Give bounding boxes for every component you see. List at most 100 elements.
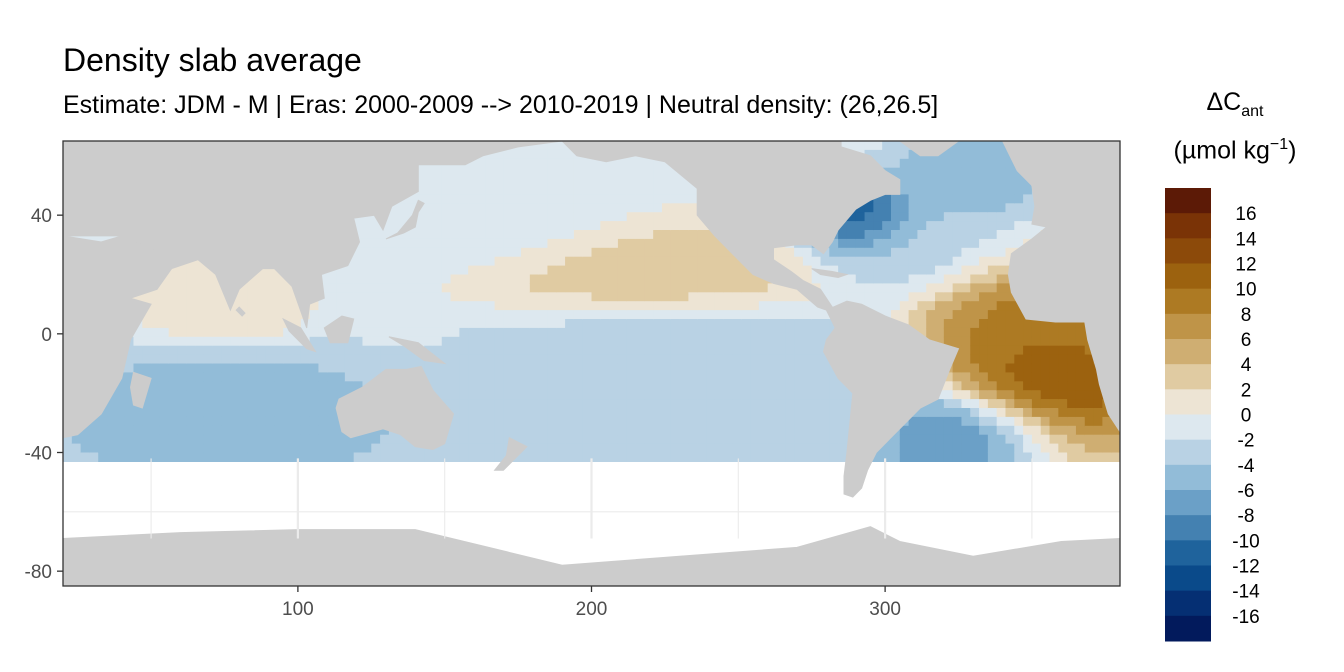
y-tick-label: 40 xyxy=(31,206,52,227)
heatmap-cell xyxy=(1075,452,1086,462)
heatmap-cell xyxy=(899,310,910,320)
heatmap-cell xyxy=(318,327,328,338)
heatmap-cell xyxy=(890,194,901,204)
heatmap-cell xyxy=(688,238,698,249)
heatmap-cell xyxy=(1084,390,1095,400)
heatmap-cell xyxy=(503,167,513,178)
heatmap-cell xyxy=(476,363,487,373)
heatmap-cell xyxy=(565,408,575,418)
heatmap-cell xyxy=(256,408,267,418)
heatmap-cell xyxy=(371,221,381,231)
heatmap-cell xyxy=(670,381,681,391)
heatmap-cell xyxy=(582,336,593,347)
heatmap-cell xyxy=(336,425,346,436)
heatmap-cell xyxy=(371,434,381,445)
heatmap-cell xyxy=(732,292,742,302)
heatmap-cell xyxy=(943,158,954,169)
heatmap-cell xyxy=(987,194,998,204)
heatmap-cell xyxy=(151,408,161,418)
heatmap-cell xyxy=(212,390,223,400)
heatmap-cell xyxy=(661,408,672,418)
heatmap-cell xyxy=(195,274,205,284)
heatmap-cell xyxy=(697,408,707,418)
heatmap-cell xyxy=(591,301,601,311)
heatmap-cell xyxy=(512,230,522,240)
heatmap-cell xyxy=(476,327,487,338)
heatmap-cell xyxy=(1058,390,1068,400)
heatmap-cell xyxy=(802,372,813,382)
heatmap-cell xyxy=(882,301,892,311)
heatmap-cell xyxy=(591,185,601,195)
heatmap-cell xyxy=(485,345,496,356)
heatmap-cell xyxy=(1075,390,1086,400)
heatmap-cell xyxy=(609,345,619,356)
heatmap-cell xyxy=(670,443,681,454)
heatmap-cell xyxy=(1023,203,1033,213)
heatmap-cell xyxy=(890,265,901,276)
heatmap-cell xyxy=(767,327,778,338)
heatmap-cell xyxy=(265,416,275,427)
heatmap-cell xyxy=(943,292,954,302)
heatmap-cell xyxy=(424,363,434,373)
heatmap-cell xyxy=(873,221,883,231)
heatmap-cell xyxy=(1049,452,1059,462)
heatmap-cell xyxy=(979,185,989,195)
heatmap-cell xyxy=(388,319,399,329)
heatmap-cell xyxy=(309,327,320,338)
heatmap-cell xyxy=(776,310,786,320)
heatmap-cell xyxy=(538,149,549,160)
heatmap-cell xyxy=(177,345,187,356)
heatmap-cell xyxy=(151,425,161,436)
heatmap-cell xyxy=(917,310,927,320)
heatmap-cell xyxy=(1014,336,1024,347)
heatmap-cell xyxy=(785,434,795,445)
heatmap-cell xyxy=(970,247,980,258)
heatmap-cell xyxy=(617,292,628,302)
heatmap-cell xyxy=(503,283,513,293)
legend-swatch xyxy=(1165,490,1211,516)
heatmap-cell xyxy=(115,425,126,436)
heatmap-cell xyxy=(802,363,813,373)
heatmap-cell xyxy=(1014,221,1024,231)
heatmap-cell xyxy=(635,416,645,427)
heatmap-cell xyxy=(970,452,980,462)
heatmap-cell xyxy=(582,354,593,365)
heatmap-cell xyxy=(388,301,399,311)
heatmap-cell xyxy=(741,399,751,409)
heatmap-cell xyxy=(512,416,522,427)
heatmap-cell xyxy=(970,336,980,347)
heatmap-cell xyxy=(899,247,910,258)
heatmap-cell xyxy=(1014,372,1024,382)
heatmap-cell xyxy=(371,452,381,462)
heatmap-cell xyxy=(644,452,654,462)
heatmap-cell xyxy=(987,381,998,391)
heatmap-cell xyxy=(80,452,91,462)
heatmap-cell xyxy=(459,283,469,293)
heatmap-cell xyxy=(177,301,187,311)
heatmap-cell xyxy=(846,230,857,240)
heatmap-cell xyxy=(644,230,654,240)
heatmap-cell xyxy=(168,408,179,418)
heatmap-cell xyxy=(336,443,346,454)
heatmap-cell xyxy=(670,167,681,178)
heatmap-cell xyxy=(855,212,866,222)
heatmap-cell xyxy=(653,238,663,249)
heatmap-cell xyxy=(714,452,725,462)
heatmap-cell xyxy=(996,292,1007,302)
heatmap-cell xyxy=(159,292,170,302)
heatmap-cell xyxy=(203,310,214,320)
heatmap-cell xyxy=(1049,363,1059,373)
heatmap-cell xyxy=(926,443,936,454)
heatmap-cell xyxy=(688,301,698,311)
heatmap-cell xyxy=(723,363,734,373)
heatmap-cell xyxy=(1005,452,1015,462)
heatmap-cell xyxy=(626,158,637,169)
heatmap-cell xyxy=(565,434,575,445)
heatmap-cell xyxy=(256,452,267,462)
heatmap-cell xyxy=(300,381,311,391)
heatmap-cell xyxy=(529,194,540,204)
heatmap-cell xyxy=(177,390,187,400)
heatmap-cell xyxy=(124,408,135,418)
heatmap-cell xyxy=(600,203,610,213)
heatmap-cell xyxy=(230,381,240,391)
